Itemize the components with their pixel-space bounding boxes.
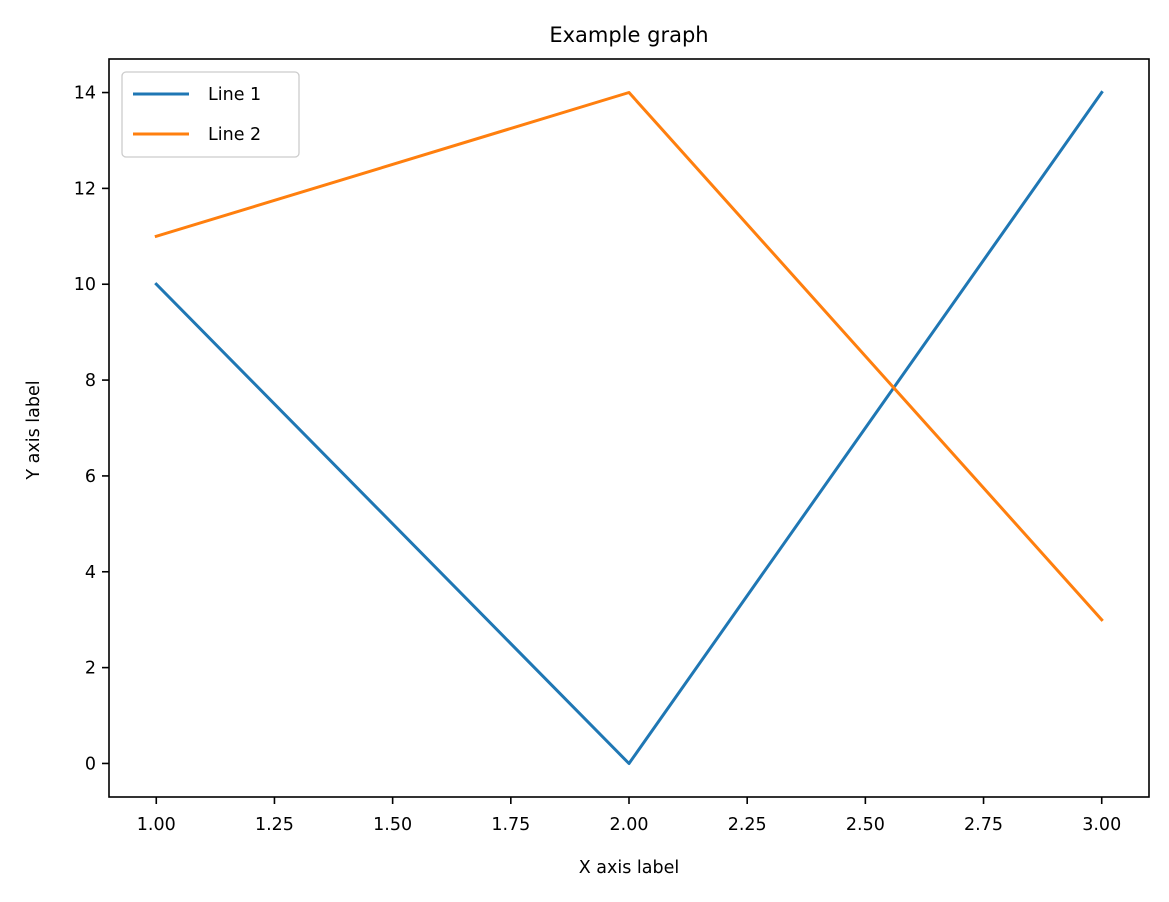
x-tick-label: 2.25	[728, 815, 767, 835]
x-tick-label: 1.75	[491, 815, 530, 835]
y-tick-label: 0	[85, 754, 96, 774]
legend: Line 1 Line 2	[121, 71, 300, 158]
y-tick-label: 10	[74, 275, 96, 295]
x-tick-label: 1.25	[255, 815, 294, 835]
x-tick-label: 2.00	[610, 815, 649, 835]
y-tick-label: 4	[85, 563, 96, 583]
legend-label-2: Line 2	[208, 125, 261, 145]
series-line-1	[154, 90, 1104, 765]
y-tick-label: 2	[85, 659, 96, 679]
legend-label-1: Line 1	[208, 85, 261, 105]
x-tick-label: 1.50	[373, 815, 412, 835]
x-tick-label: 2.50	[846, 815, 885, 835]
x-tick-label: 1.00	[137, 815, 176, 835]
x-tick-label: 3.00	[1082, 815, 1121, 835]
y-axis-label: Y axis label	[24, 380, 44, 480]
series-line-2	[154, 91, 1104, 622]
y-tick-label: 14	[74, 84, 96, 104]
x-axis-label: X axis label	[579, 858, 680, 878]
y-tick-label: 6	[85, 467, 96, 487]
x-tick-label: 2.75	[964, 815, 1003, 835]
y-tick-label: 12	[74, 179, 96, 199]
y-tick-label: 8	[85, 371, 96, 391]
plot-area: 1.00 1.25 1.50 1.75 2.00 2.25 2.50 2.75 3.00 0 2 4 6…	[74, 58, 1150, 835]
chart-title: Example graph	[549, 23, 708, 47]
